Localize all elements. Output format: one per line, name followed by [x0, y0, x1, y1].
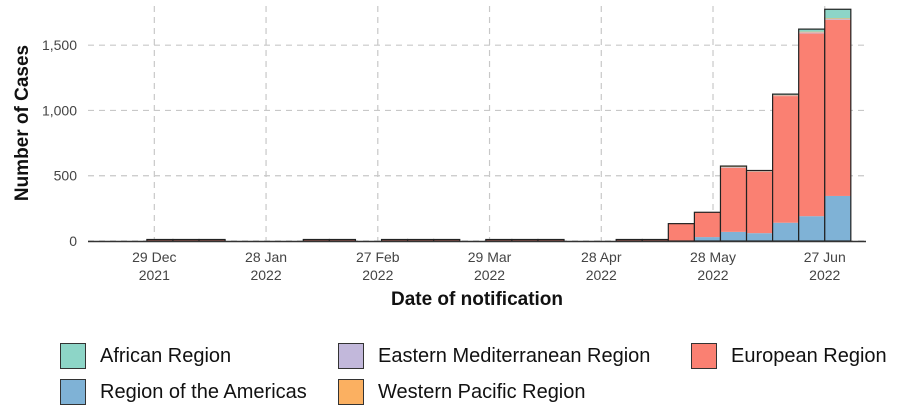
- legend-item-americas: Region of the Americas: [60, 379, 338, 405]
- legend-row-2: Region of the Americas Western Pacific R…: [60, 374, 900, 410]
- legend-label-african: African Region: [100, 344, 232, 367]
- bar-segment: [485, 239, 512, 241]
- legend-label-european: European Region: [731, 344, 887, 367]
- x-tick-label-year: 2022: [809, 267, 840, 283]
- bar-segment: [824, 19, 851, 196]
- bar-segment: [407, 239, 434, 241]
- bar-segment: [433, 239, 460, 241]
- bar-segment: [798, 32, 825, 34]
- bar-segment: [798, 33, 825, 217]
- x-tick-label: 29 Mar: [468, 249, 512, 265]
- x-tick-label: 29 Dec: [132, 249, 176, 265]
- x-tick-label-year: 2022: [362, 267, 393, 283]
- legend-item-african: African Region: [60, 343, 338, 369]
- legend-label-americas: Region of the Americas: [100, 380, 307, 403]
- legend-item-eastern-mediterranean: Eastern Mediterranean Region: [338, 343, 691, 369]
- bar-segment: [303, 239, 330, 241]
- bar-segment: [172, 239, 200, 241]
- bar-segment: [668, 223, 695, 241]
- bar-segment: [824, 9, 851, 19]
- legend-label-western-pacific: Western Pacific Region: [378, 380, 586, 403]
- bar-segment: [694, 237, 721, 241]
- x-tick-label: 28 Apr: [581, 249, 622, 265]
- bar-segment: [537, 239, 565, 241]
- bar-segment: [798, 29, 825, 32]
- legend-swatch-western-pacific: [338, 379, 364, 405]
- bar-segment: [329, 239, 356, 241]
- bar-segment: [772, 96, 799, 223]
- bar-segment: [720, 166, 747, 168]
- bar-segment: [720, 231, 747, 241]
- x-tick-label-year: 2021: [139, 267, 170, 283]
- bar-segment: [798, 31, 825, 33]
- bar-segment: [720, 167, 747, 232]
- legend-label-eastern-mediterranean: Eastern Mediterranean Region: [378, 344, 651, 367]
- bar-segment: [824, 18, 851, 20]
- x-tick-label: 28 Jan: [245, 249, 287, 265]
- bar-segment: [199, 239, 226, 241]
- bar-segment: [772, 95, 799, 97]
- legend-item-european: European Region: [691, 343, 887, 369]
- bar-segment: [381, 239, 408, 241]
- bar-segment: [798, 216, 825, 241]
- x-tick-label-year: 2022: [586, 267, 617, 283]
- legend-swatch-eastern-mediterranean: [338, 343, 364, 369]
- y-tick-label: 1,000: [42, 102, 77, 118]
- x-tick-label: 28 May: [690, 249, 736, 265]
- bar-segment: [746, 233, 773, 241]
- bar-segment: [616, 239, 643, 241]
- bar-segment: [772, 94, 799, 96]
- x-tick-label-year: 2022: [697, 267, 728, 283]
- y-tick-label: 500: [54, 168, 78, 184]
- bar-segment: [824, 18, 851, 20]
- bar-segment: [824, 195, 851, 241]
- x-tick-label: 27 Feb: [356, 249, 400, 265]
- bar-segment: [146, 239, 173, 241]
- x-tick-label-year: 2022: [474, 267, 505, 283]
- x-tick-label: 27 Jun: [804, 249, 846, 265]
- bar-segment: [746, 171, 773, 234]
- x-tick-label-year: 2022: [250, 267, 281, 283]
- bar-segment: [720, 167, 747, 168]
- bar-segment: [772, 222, 799, 241]
- x-axis-title: Date of notification: [391, 289, 563, 310]
- legend-swatch-americas: [60, 379, 86, 405]
- chart: 0 500 1,000 1,500 29 Dec 2021 28 Jan 2022 27 Feb…: [12, 6, 866, 310]
- bar-segment: [642, 239, 669, 241]
- y-tick-label: 1,500: [42, 37, 77, 53]
- bar-segment: [694, 212, 721, 238]
- legend-row-1: African Region Eastern Mediterranean Reg…: [60, 338, 900, 374]
- legend-swatch-african: [60, 343, 86, 369]
- y-tick-label: 0: [69, 233, 77, 249]
- legend: African Region Eastern Mediterranean Reg…: [60, 338, 900, 410]
- legend-swatch-european: [691, 343, 717, 369]
- legend-item-western-pacific: Western Pacific Region: [338, 379, 586, 405]
- bar-segment: [511, 239, 538, 241]
- y-axis-title: Number of Cases: [12, 45, 33, 201]
